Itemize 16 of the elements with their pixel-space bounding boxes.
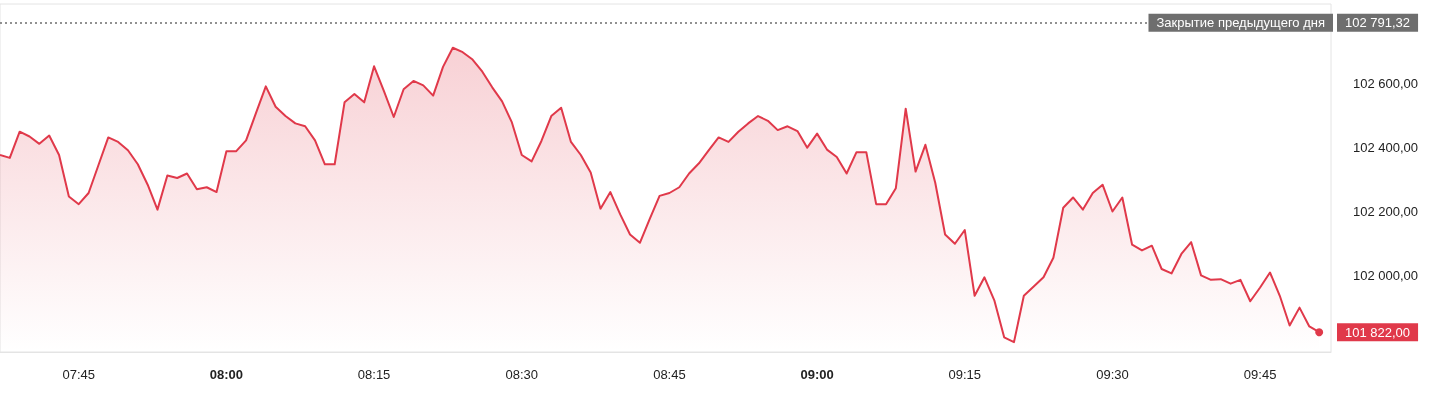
- y-tick-label: 102 000,00: [1353, 267, 1419, 283]
- y-tick-label: 102 200,00: [1353, 204, 1419, 220]
- x-tick-label: 09:15: [948, 367, 982, 382]
- x-tick-label: 09:30: [1096, 367, 1129, 382]
- x-tick-label: 07:45: [62, 367, 96, 382]
- y-tick-label: 102 600,00: [1353, 76, 1419, 92]
- x-tick-label: 08:15: [357, 367, 391, 382]
- x-tick-label: 09:45: [1243, 367, 1277, 382]
- x-tick-label: 09:00: [800, 367, 834, 382]
- x-tick-label: 08:45: [653, 367, 686, 382]
- ref-line-label: Закрытие предыдущего дня: [1156, 15, 1325, 31]
- y-tick-label: 102 400,00: [1353, 140, 1419, 156]
- text: 102 791,32: [1345, 15, 1411, 31]
- x-tick-label: 08:00: [209, 367, 244, 382]
- annotation: 101 822,00: [1345, 324, 1411, 340]
- x-tick-label: 08:30: [505, 367, 539, 382]
